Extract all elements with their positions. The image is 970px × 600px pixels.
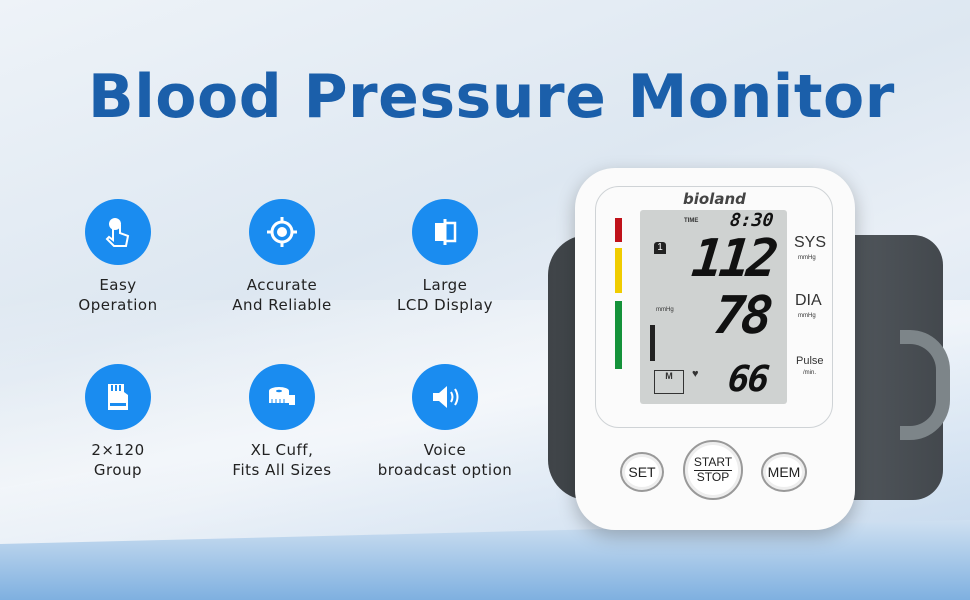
feature-label: XL Cuff, — [250, 441, 314, 459]
pulse-unit: /min. — [803, 370, 817, 376]
feature-label: Large — [422, 276, 468, 294]
display-icon — [412, 199, 478, 265]
feature-label: Easy — [99, 276, 137, 294]
feature-label: broadcast option — [377, 461, 513, 479]
touch-icon — [85, 199, 151, 265]
feature-accurate: Accurate And Reliable — [197, 199, 367, 315]
lcd-unit: mmHg — [656, 307, 674, 313]
feature-label: LCD Display — [397, 296, 493, 314]
feature-lcd: Large LCD Display — [360, 199, 530, 315]
start-label: START — [693, 454, 733, 471]
device-face — [595, 186, 833, 428]
feature-voice: Voice broadcast option — [360, 364, 530, 480]
indicator-yellow — [615, 248, 622, 293]
memory-indicator: M — [654, 370, 684, 394]
feature-memory: 2×120 Group — [33, 364, 203, 480]
set-button[interactable]: SET — [620, 452, 664, 492]
feature-label: 2×120 — [91, 441, 145, 459]
feature-label: Voice — [423, 441, 467, 459]
feature-label: Operation — [78, 296, 158, 314]
feature-label: And Reliable — [232, 296, 332, 314]
feature-label: Accurate — [246, 276, 318, 294]
speaker-icon — [412, 364, 478, 430]
memory-card-icon — [85, 364, 151, 430]
start-stop-button[interactable]: START STOP — [683, 440, 743, 500]
pulse-label: Pulse — [796, 355, 824, 367]
diastolic-value: 78 — [710, 286, 772, 346]
stop-label: STOP — [696, 469, 730, 484]
feature-label: Group — [93, 461, 143, 479]
indicator-red — [615, 218, 622, 242]
pressure-bar — [650, 325, 655, 361]
brand-logo: bioland — [683, 190, 746, 208]
tape-measure-icon — [249, 364, 315, 430]
mem-button[interactable]: MEM — [761, 452, 807, 492]
time-value: 8:30 — [728, 210, 775, 231]
feature-easy-operation: Easy Operation — [33, 199, 203, 315]
dia-label: DIA — [795, 292, 822, 309]
sys-label: SYS — [794, 234, 827, 251]
sys-unit: mmHg — [798, 255, 816, 261]
lcd-screen: TIME 8:30 1 112 mmHg 78 M ♥ 66 — [640, 210, 787, 404]
heart-icon: ♥ — [692, 368, 699, 380]
indicator-green — [615, 301, 622, 369]
blood-pressure-device: bioland TIME 8:30 1 112 mmHg 78 M ♥ 66 S… — [575, 168, 855, 530]
feature-cuff: XL Cuff, Fits All Sizes — [197, 364, 367, 480]
time-label: TIME — [684, 218, 699, 224]
target-icon — [249, 199, 315, 265]
dia-unit: mmHg — [798, 313, 816, 319]
pulse-value: 66 — [725, 359, 770, 400]
feature-label: Fits All Sizes — [232, 461, 332, 479]
systolic-value: 112 — [688, 229, 778, 289]
page-title: Blood Pressure Monitor — [88, 62, 895, 132]
user-icon: 1 — [654, 242, 666, 254]
